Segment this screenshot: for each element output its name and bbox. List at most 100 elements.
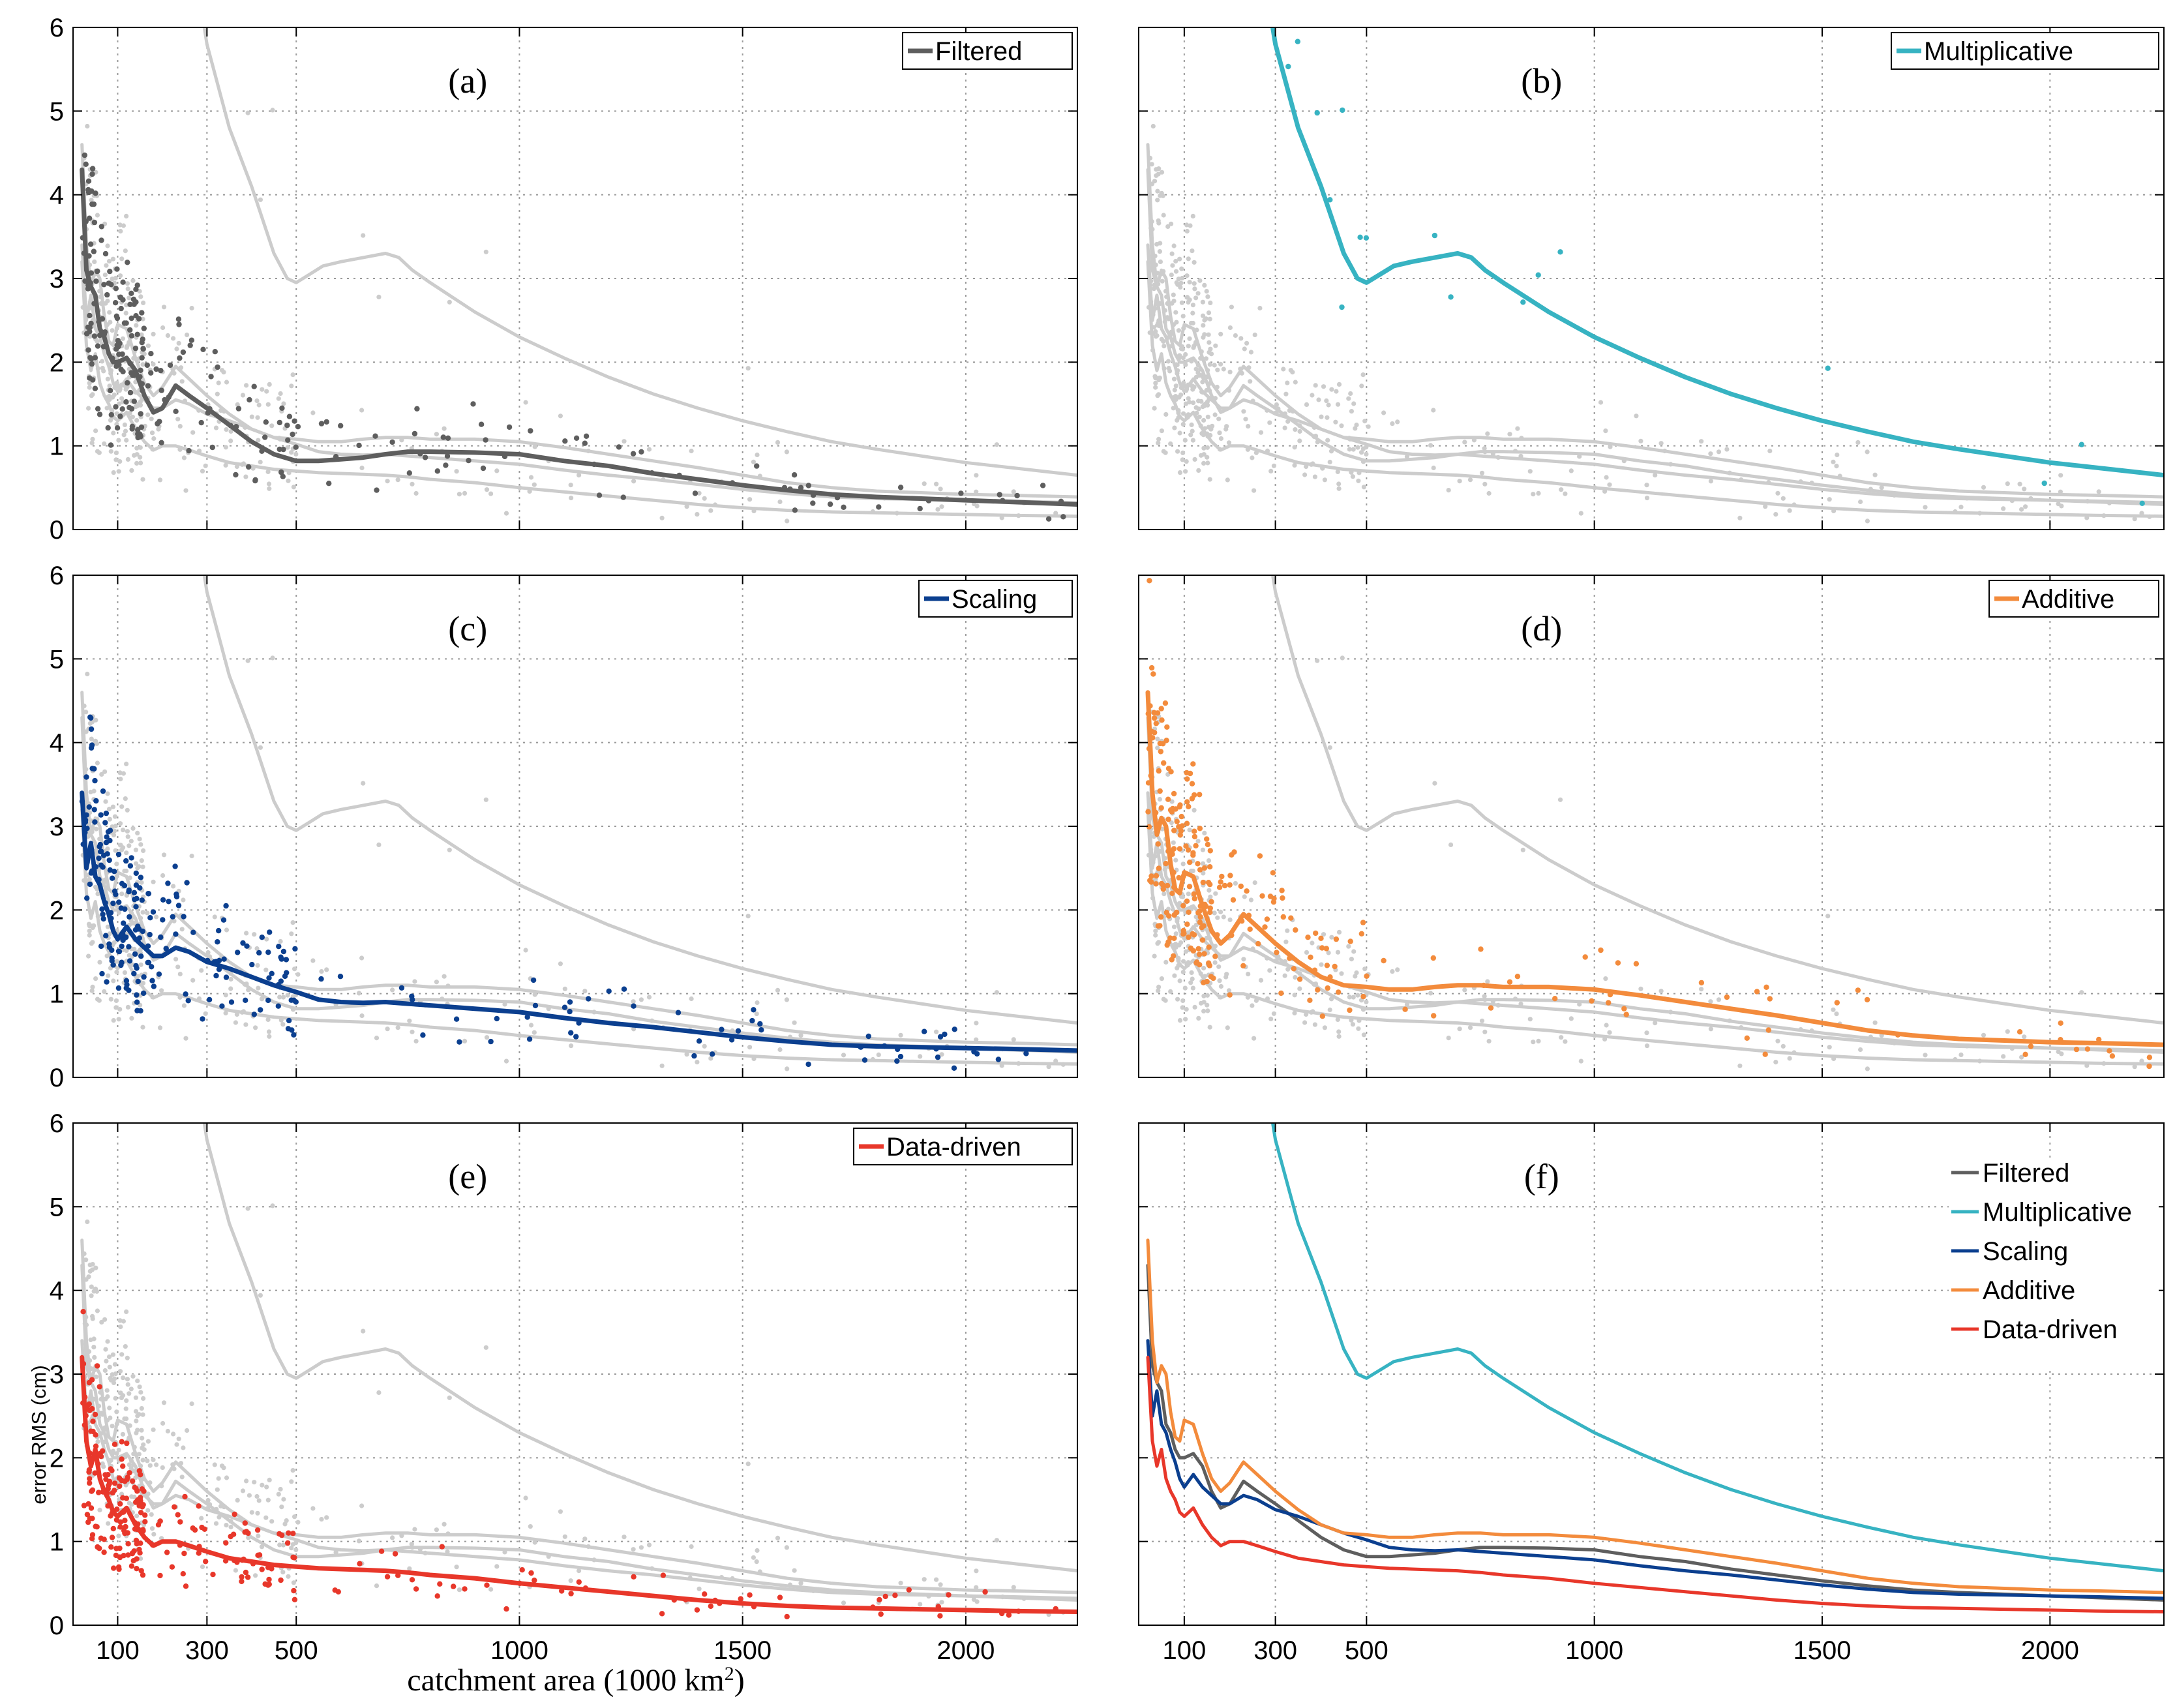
grid <box>1139 575 2164 1077</box>
background-point <box>1297 438 1302 443</box>
background-point <box>111 832 117 837</box>
legend: FilteredMultiplicativeScalingAdditiveDat… <box>1949 1158 2159 1370</box>
background-point <box>175 417 181 422</box>
data-point-filtered <box>87 329 93 335</box>
background-point <box>454 1565 459 1570</box>
background-point <box>702 496 707 501</box>
data-point-additive <box>1230 897 1237 903</box>
data-point-multiplicative <box>1339 304 1345 310</box>
background-point <box>1191 400 1196 406</box>
background-point <box>798 1581 803 1586</box>
x-tick-label: 1500 <box>713 1636 772 1665</box>
background-point <box>102 441 107 447</box>
background-point <box>138 399 143 404</box>
data-point-filtered <box>82 278 88 284</box>
background-point <box>276 1491 281 1497</box>
data-point-filtered <box>338 423 344 428</box>
background-point <box>118 228 123 234</box>
legend: Additive <box>1988 580 2159 618</box>
data-point-data-driven <box>108 1544 114 1550</box>
background-point <box>142 1447 147 1452</box>
background-point <box>113 275 118 281</box>
background-point <box>127 1391 132 1396</box>
background-point <box>280 1570 286 1575</box>
data-point-scaling <box>83 774 89 780</box>
background-point <box>488 491 494 496</box>
background-point <box>1201 460 1207 466</box>
data-point-filtered <box>188 337 195 343</box>
background-point <box>223 993 228 998</box>
background-point <box>755 1000 760 1006</box>
data-point-scaling <box>109 958 115 964</box>
background-point <box>777 499 783 505</box>
background-point <box>935 507 940 512</box>
background-point <box>235 402 240 408</box>
background-point <box>1196 468 1201 473</box>
background-point <box>87 1424 92 1430</box>
background-point <box>1432 781 1437 786</box>
background-point <box>176 1436 181 1441</box>
background-line-multiplicative <box>202 27 1077 477</box>
background-point <box>922 481 927 487</box>
data-point-scaling <box>88 715 94 721</box>
background-point <box>376 294 382 299</box>
background-point <box>1319 414 1324 419</box>
background-point <box>265 1017 271 1022</box>
data-point-filtered <box>374 487 380 493</box>
background-point <box>1326 950 1331 955</box>
data-point-scaling <box>457 1039 462 1045</box>
background-point <box>1182 438 1188 443</box>
background-point <box>2023 504 2028 509</box>
background-point <box>228 986 233 991</box>
background-line-filtered <box>80 1263 1077 1602</box>
data-point-filtered <box>123 399 129 405</box>
data-point-scaling <box>98 943 104 950</box>
background-point <box>181 1003 187 1008</box>
background-point <box>1212 960 1218 965</box>
background-point <box>442 974 447 979</box>
background-point <box>141 300 146 305</box>
background-point <box>240 1488 246 1493</box>
background-point <box>1177 430 1182 436</box>
data-point-additive <box>2084 1046 2091 1052</box>
background-point <box>1218 331 1223 337</box>
background-point <box>89 198 94 203</box>
data-point-additive <box>1293 927 1298 933</box>
data-point-filtered <box>125 380 130 386</box>
background-point <box>138 455 143 460</box>
data-point-additive <box>1189 781 1195 787</box>
background-point <box>1206 858 1212 863</box>
background-point <box>359 955 365 961</box>
data-point-scaling <box>420 1032 426 1038</box>
data-point-data-driven <box>119 1456 125 1462</box>
data-point-filtered <box>89 166 96 172</box>
background-point <box>277 1542 282 1548</box>
data-point-data-driven <box>392 1551 398 1557</box>
background-point <box>244 383 249 388</box>
data-point-filtered <box>108 442 114 448</box>
data-point-scaling <box>119 943 125 950</box>
background-point <box>1233 880 1238 886</box>
x-tick-label: 1000 <box>1565 1636 1623 1665</box>
background-point <box>1202 282 1207 288</box>
background-point <box>83 1257 89 1263</box>
data-point-data-driven <box>528 1570 534 1576</box>
background-point <box>133 380 138 385</box>
background-point <box>203 463 208 468</box>
background-point <box>1173 383 1178 389</box>
background-point <box>165 1428 170 1434</box>
background-point <box>128 1386 134 1392</box>
background-point <box>1644 483 1649 488</box>
background-line-filtered <box>1146 715 2164 1054</box>
data-point-data-driven <box>125 1475 130 1480</box>
background-point <box>558 1509 563 1514</box>
data-point-filtered <box>123 320 129 326</box>
background-point <box>125 1355 130 1360</box>
background-point <box>1699 987 1704 992</box>
background-point <box>161 852 167 858</box>
background-point <box>1186 299 1191 305</box>
background-point <box>1161 213 1166 218</box>
data-point-additive <box>1195 910 1201 916</box>
background-point <box>190 978 196 983</box>
data-point-filtered <box>140 346 146 352</box>
